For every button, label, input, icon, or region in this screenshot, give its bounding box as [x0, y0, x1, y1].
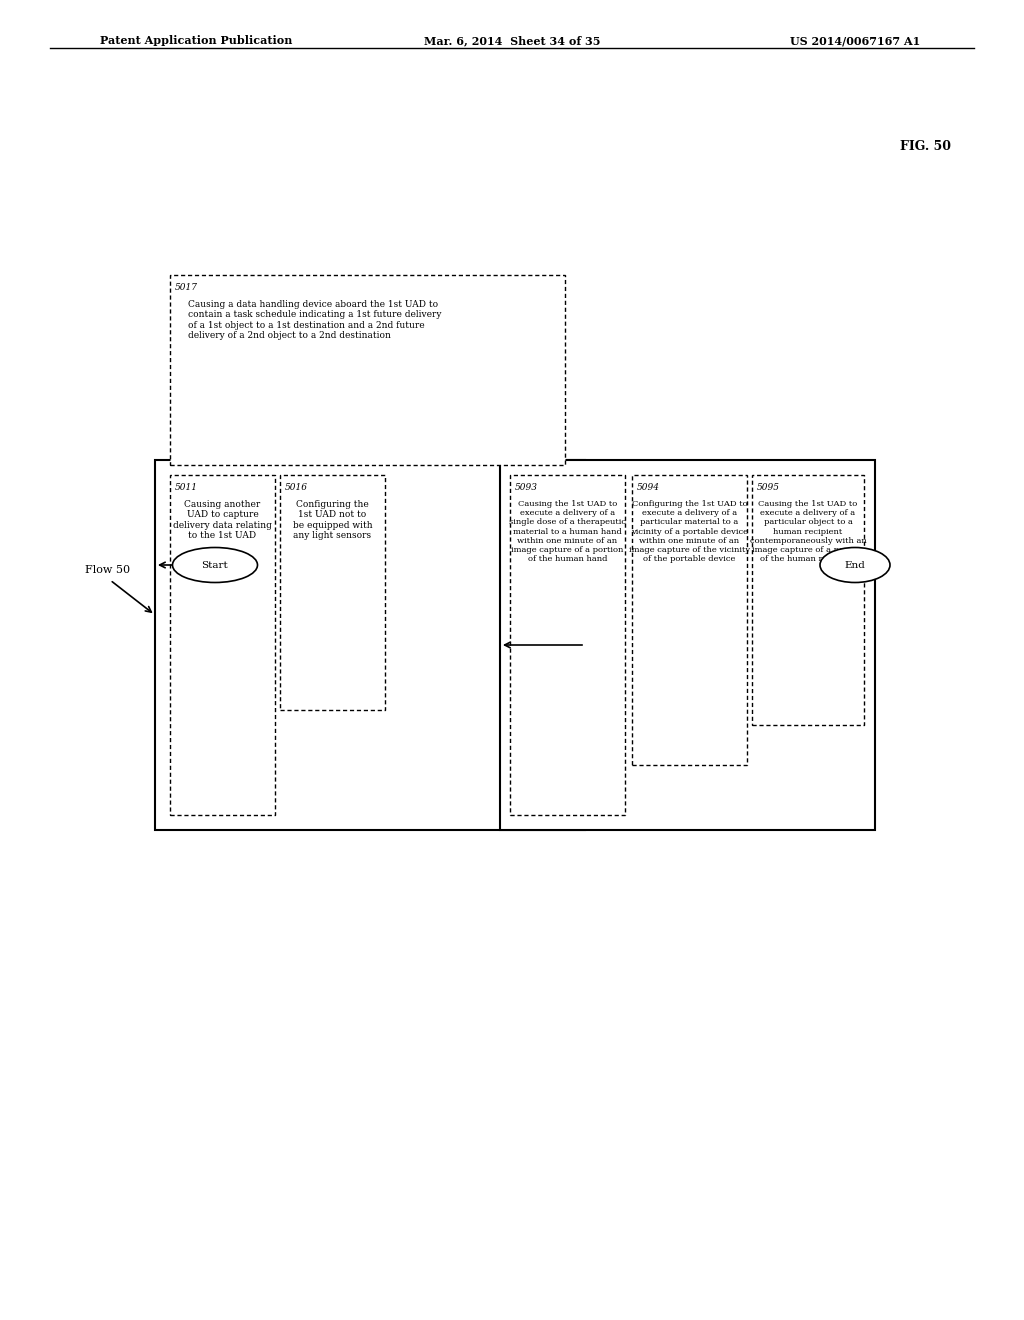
Text: 5093: 5093: [515, 483, 538, 492]
Ellipse shape: [820, 548, 890, 582]
Text: Flow 50: Flow 50: [85, 565, 130, 576]
Text: 5094: 5094: [637, 483, 660, 492]
Text: 5011: 5011: [175, 483, 198, 492]
Text: Patent Application Publication: Patent Application Publication: [100, 36, 293, 46]
Text: 5095: 5095: [757, 483, 780, 492]
FancyBboxPatch shape: [632, 475, 746, 766]
FancyBboxPatch shape: [170, 475, 275, 814]
Text: US 2014/0067167 A1: US 2014/0067167 A1: [790, 36, 920, 46]
FancyBboxPatch shape: [170, 275, 565, 465]
Text: Configuring the 1st UAD to
execute a delivery of a
particular material to a
vici: Configuring the 1st UAD to execute a del…: [629, 500, 750, 564]
Text: Causing the 1st UAD to
execute a delivery of a
single dose of a therapeutic
mate: Causing the 1st UAD to execute a deliver…: [509, 500, 626, 564]
Text: Configuring the
1st UAD not to
be equipped with
any light sensors: Configuring the 1st UAD not to be equipp…: [293, 500, 373, 540]
FancyBboxPatch shape: [500, 459, 874, 830]
FancyBboxPatch shape: [510, 475, 625, 814]
Text: Causing a data handling device aboard the 1st UAD to
contain a task schedule ind: Causing a data handling device aboard th…: [188, 300, 441, 341]
FancyBboxPatch shape: [280, 475, 385, 710]
Text: Mar. 6, 2014  Sheet 34 of 35: Mar. 6, 2014 Sheet 34 of 35: [424, 36, 600, 46]
FancyBboxPatch shape: [155, 459, 585, 830]
Ellipse shape: [172, 548, 257, 582]
Text: Start: Start: [202, 561, 228, 569]
Text: Causing another
UAD to capture
delivery data relating
to the 1st UAD: Causing another UAD to capture delivery …: [173, 500, 272, 540]
Text: 5016: 5016: [285, 483, 308, 492]
Text: End: End: [845, 561, 865, 569]
Text: 5017: 5017: [175, 282, 198, 292]
Text: FIG. 50: FIG. 50: [900, 140, 951, 153]
Text: Causing the 1st UAD to
execute a delivery of a
particular object to a
human reci: Causing the 1st UAD to execute a deliver…: [750, 500, 866, 564]
FancyBboxPatch shape: [752, 475, 864, 725]
